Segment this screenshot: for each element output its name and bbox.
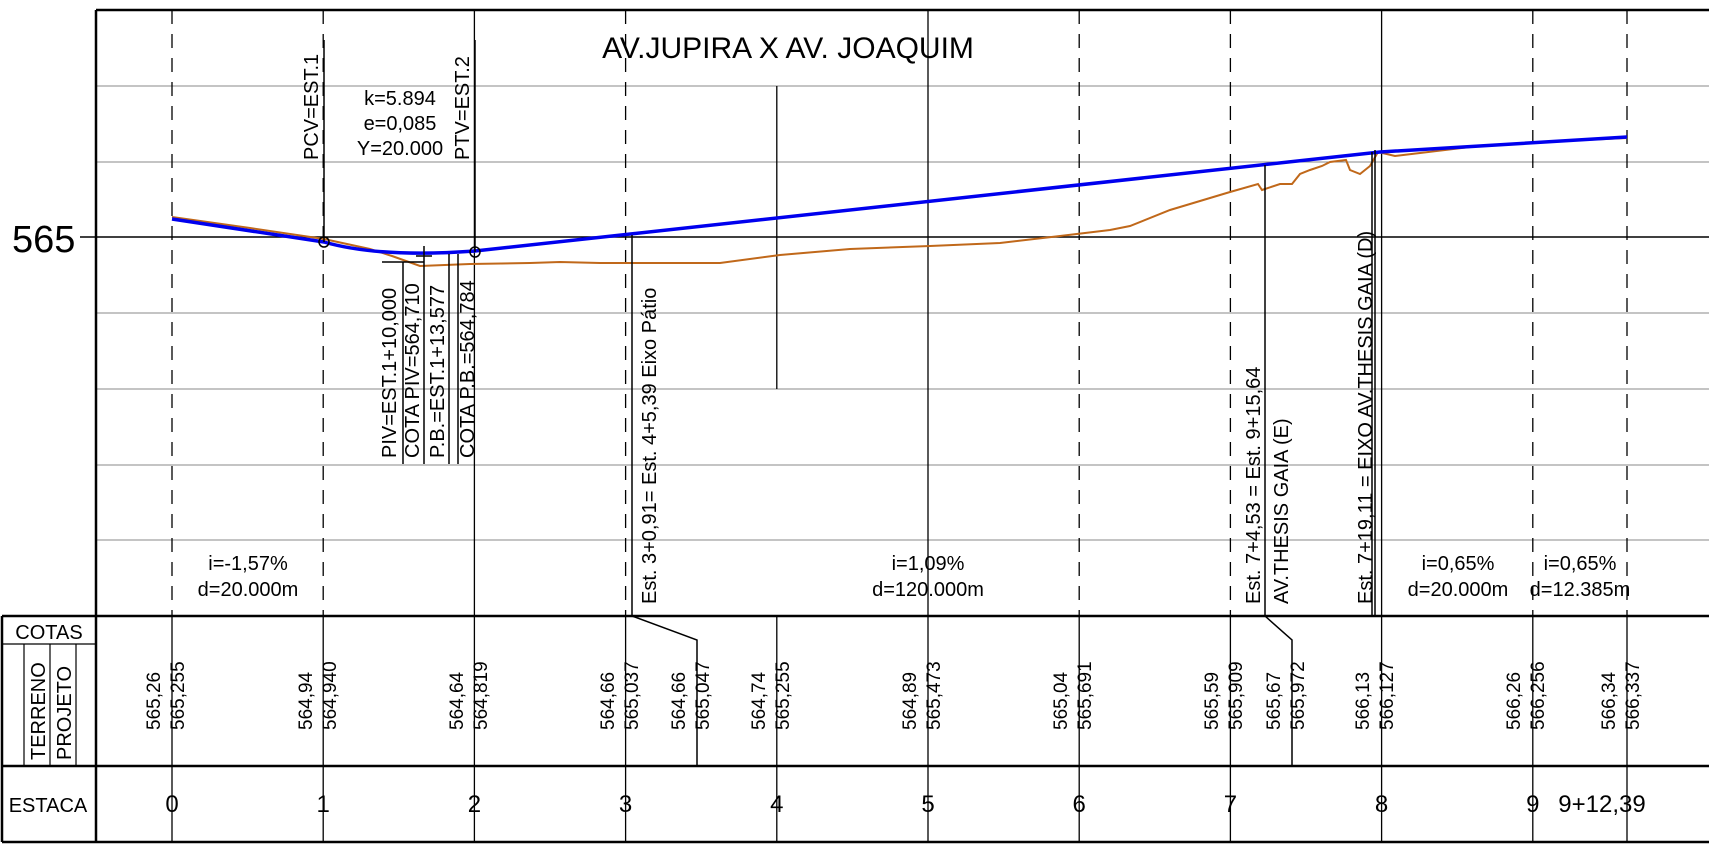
estaca-value: 9+12,39 — [1558, 791, 1645, 818]
elevation-table: 565,26 565,255 564,94 564,940 564,64 564,819 5… — [144, 661, 1644, 730]
elevation-label: 565 — [12, 219, 75, 261]
projeto-value: 565,047 — [693, 661, 714, 730]
piv-elevation-label: COTA PIV=564,710 — [402, 283, 424, 458]
projeto-value: 564,819 — [471, 661, 492, 730]
terreno-value: 565,59 — [1202, 672, 1223, 730]
projeto-value: 565,473 — [924, 661, 945, 730]
estaca-value: 6 — [1073, 791, 1086, 818]
projeto-value: 566,337 — [1623, 661, 1644, 730]
svg-text:i=1,09%: i=1,09% — [892, 553, 965, 575]
terreno-header: TERRENO — [28, 662, 50, 760]
table-frame-inner — [2, 643, 96, 766]
svg-text:d=20.000m: d=20.000m — [198, 579, 299, 601]
projeto-value: 565,691 — [1075, 661, 1096, 730]
estaca-value: 8 — [1375, 791, 1388, 818]
estaca-value: 1 — [317, 791, 330, 818]
svg-text:i=0,65%: i=0,65% — [1544, 553, 1617, 575]
piv-station-label: PIV=EST.1+10,000 — [379, 288, 401, 458]
terreno-value: 565,26 — [144, 672, 165, 730]
terreno-value: 564,64 — [447, 671, 468, 730]
pb-elevation-label: COTA P.B.=564,784 — [457, 280, 479, 458]
svg-text:d=120.000m: d=120.000m — [872, 579, 984, 601]
terreno-value: 565,04 — [1051, 671, 1072, 730]
terreno-value: 564,89 — [900, 672, 921, 730]
svg-text:i=-1,57%: i=-1,57% — [208, 553, 288, 575]
estaca-value: 0 — [165, 791, 178, 818]
estaca-value: 9 — [1526, 791, 1539, 818]
estaca-value: 2 — [468, 791, 481, 818]
estaca-header: ESTACA — [9, 795, 88, 817]
projeto-value: 565,255 — [168, 661, 189, 730]
projeto-header: PROJETO — [54, 666, 76, 760]
elevation-grid — [96, 85, 1709, 541]
curve-params: k=5.894 e=0,085 Y=20.000 — [357, 88, 443, 160]
patio-axis-label: Est. 3+0,91= Est. 4+5,39 Eixo Pátio — [639, 288, 661, 604]
pb-station-label: P.B.=EST.1+13,577 — [427, 285, 449, 458]
terreno-value: 565,67 — [1264, 672, 1285, 730]
projeto-value: 565,972 — [1288, 661, 1309, 730]
projeto-value: 565,037 — [622, 661, 643, 730]
table-column-lines — [171, 616, 1628, 842]
thesis-gaia-station-label: Est. 7+4,53 = Est. 9+15,64 — [1243, 367, 1265, 604]
thesis-gaia-d-label: Est. 7+19,11 = EIXO AV.THESIS GAIA (D) — [1355, 231, 1377, 604]
estaca-value: 4 — [770, 791, 783, 818]
estaca-value: 5 — [921, 791, 934, 818]
terreno-value: 566,26 — [1504, 672, 1525, 730]
pcv-label: PCV=EST.1 — [301, 54, 323, 160]
grade-labels: i=-1,57% d=20.000m i=1,09% d=120.000m i=… — [198, 553, 1631, 601]
projeto-value: 565,909 — [1226, 661, 1247, 730]
terreno-value: 564,94 — [296, 671, 317, 730]
estaca-row: 0 1 2 3 4 5 6 7 8 9 9+12,39 — [165, 791, 1645, 818]
estaca-value: 3 — [619, 791, 632, 818]
svg-text:k=5.894: k=5.894 — [364, 88, 436, 110]
pcv-marker-icon — [318, 236, 330, 248]
cotas-header: COTAS — [15, 622, 82, 644]
terreno-profile-line — [171, 137, 1628, 268]
terreno-value: 564,66 — [598, 672, 619, 730]
thesis-gaia-e-label: AV.THESIS GAIA (E) — [1271, 418, 1293, 604]
ptv-marker-icon — [469, 246, 481, 258]
estaca-value: 7 — [1224, 791, 1237, 818]
drawing-title: AV.JUPIRA X AV. JOAQUIM — [602, 32, 974, 65]
terreno-value: 564,66 — [669, 672, 690, 730]
projeto-value: 564,940 — [320, 661, 341, 730]
projeto-value: 565,255 — [773, 661, 794, 730]
curve-markers — [318, 40, 1376, 766]
svg-text:e=0,085: e=0,085 — [364, 113, 437, 135]
svg-text:d=12.385m: d=12.385m — [1530, 579, 1631, 601]
terreno-value: 566,34 — [1599, 671, 1620, 730]
terreno-value: 566,13 — [1353, 672, 1374, 730]
svg-text:d=20.000m: d=20.000m — [1408, 579, 1509, 601]
projeto-value: 566,127 — [1377, 661, 1398, 730]
station-lines — [171, 10, 1628, 616]
svg-text:i=0,65%: i=0,65% — [1422, 553, 1495, 575]
projeto-value: 566,256 — [1528, 661, 1549, 730]
frame — [0, 8, 1709, 844]
terreno-value: 564,74 — [749, 671, 770, 730]
ptv-label: PTV=EST.2 — [452, 56, 474, 160]
svg-text:Y=20.000: Y=20.000 — [357, 138, 443, 160]
